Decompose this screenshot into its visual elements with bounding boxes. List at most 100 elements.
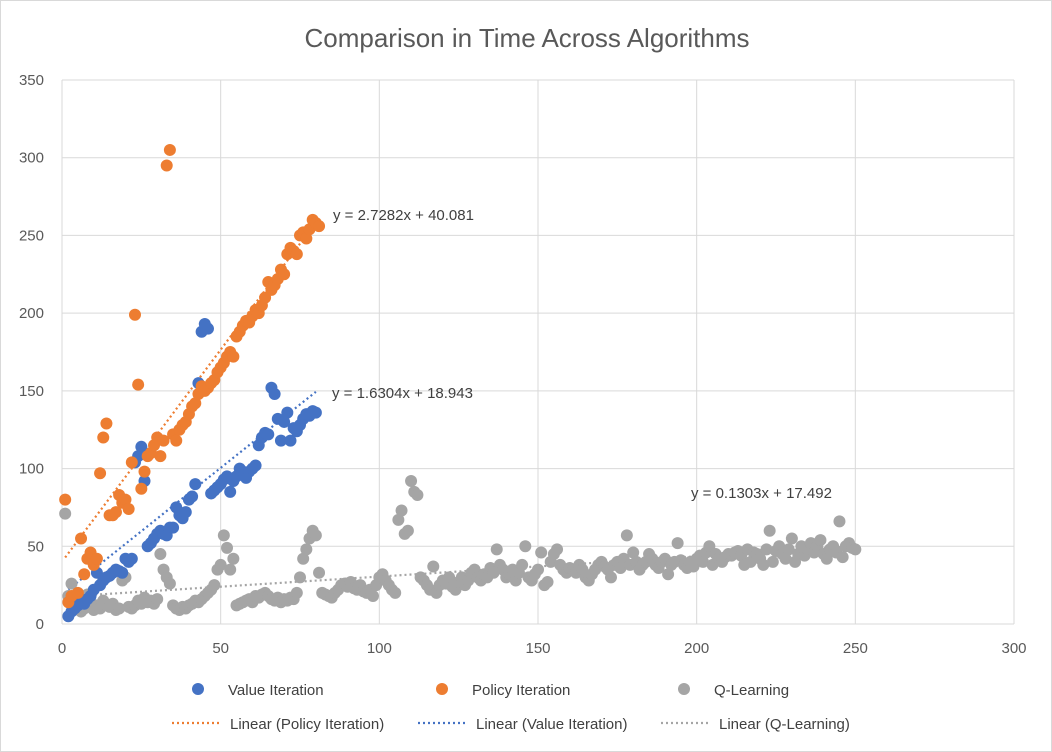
data-point (836, 551, 849, 564)
y-tick-label: 200 (19, 305, 44, 322)
data-point (782, 543, 795, 556)
data-point (532, 563, 544, 576)
data-point (154, 548, 167, 561)
data-point (820, 552, 833, 565)
data-point (135, 440, 148, 453)
gridlines (61, 79, 1015, 625)
data-point (128, 308, 141, 321)
data-point (290, 586, 303, 599)
axis-tick-labels: 0 50 100 150 200 250 300 350 0 50 100 150 200 250 300 (19, 72, 1027, 657)
data-point (290, 248, 303, 261)
chart-title: Comparison in Time Across Algorithms (304, 23, 749, 53)
data-point (427, 560, 440, 573)
data-point (294, 571, 306, 584)
data-point (541, 576, 554, 589)
data-point (163, 143, 176, 156)
data-point (189, 397, 202, 410)
x-tick-label: 100 (367, 640, 392, 657)
data-point (760, 543, 773, 556)
data-point (662, 568, 675, 581)
data-point (814, 534, 827, 547)
data-point (224, 563, 237, 576)
data-point (78, 568, 91, 581)
x-tick-label: 200 (684, 640, 709, 657)
data-point (309, 406, 322, 419)
legend-label: Q-Learning (714, 682, 789, 699)
data-point (208, 579, 221, 592)
data-point (94, 467, 107, 480)
data-point (268, 387, 281, 400)
y-tick-label: 150 (19, 383, 44, 400)
x-tick-label: 250 (843, 640, 868, 657)
data-point (779, 552, 792, 565)
data-point (405, 475, 418, 488)
y-tick-label: 100 (19, 461, 44, 478)
y-tick-label: 350 (19, 72, 44, 89)
data-point (249, 459, 262, 472)
y-tick-label: 250 (19, 227, 44, 244)
legend-marker (678, 683, 690, 695)
data-point (278, 415, 291, 428)
legend-marker (436, 683, 448, 695)
y-tick-label: 50 (27, 538, 44, 555)
data-point (59, 507, 72, 520)
legend-label: Linear (Q-Learning) (719, 716, 850, 733)
data-point (157, 434, 170, 447)
legend-label: Linear (Policy Iteration) (230, 716, 384, 733)
y-tick-label: 300 (19, 150, 44, 167)
data-point (119, 493, 132, 506)
data-point (151, 593, 164, 606)
data-point (71, 586, 84, 599)
data-point (278, 268, 291, 281)
trendline-equation: y = 0.1303x + 17.492 (691, 485, 832, 502)
data-point (785, 532, 798, 545)
data-point (138, 465, 151, 478)
data-point (833, 515, 846, 528)
data-point (59, 493, 72, 506)
trendline (64, 217, 320, 559)
data-point (697, 555, 710, 568)
data-point (281, 406, 294, 419)
trendline (65, 545, 856, 598)
trendline-equation: y = 1.6304x + 18.943 (332, 385, 473, 402)
data-point (671, 537, 684, 550)
x-tick-label: 300 (1001, 640, 1026, 657)
data-point (401, 524, 414, 537)
data-point (125, 456, 138, 469)
data-point (551, 543, 564, 556)
data-point (535, 546, 548, 559)
data-point (366, 590, 379, 603)
data-point (766, 555, 779, 568)
data-point (179, 506, 192, 519)
data-point (125, 552, 138, 565)
data-point (604, 571, 617, 584)
data-point (186, 490, 199, 503)
data-point (620, 529, 633, 542)
data-point (411, 488, 424, 501)
data-point (109, 506, 122, 519)
trendline-equation: y = 2.7282x + 40.081 (333, 207, 474, 224)
data-points (59, 143, 862, 623)
x-tick-label: 0 (58, 640, 66, 657)
data-point (132, 378, 145, 391)
data-point (217, 529, 230, 542)
data-point (309, 529, 322, 542)
data-point (849, 543, 862, 556)
x-tick-label: 50 (212, 640, 229, 657)
data-point (113, 602, 126, 615)
data-point (75, 532, 88, 545)
data-point (167, 521, 180, 534)
data-point (163, 577, 176, 590)
data-point (313, 220, 326, 233)
data-point (757, 558, 770, 571)
legend-label: Policy Iteration (472, 682, 570, 699)
data-point (116, 566, 129, 579)
data-point (201, 322, 214, 335)
legend-marker (192, 683, 204, 695)
data-point (65, 577, 78, 590)
data-point (224, 485, 237, 498)
data-point (221, 541, 234, 554)
data-point (189, 478, 202, 491)
data-point (443, 571, 456, 584)
